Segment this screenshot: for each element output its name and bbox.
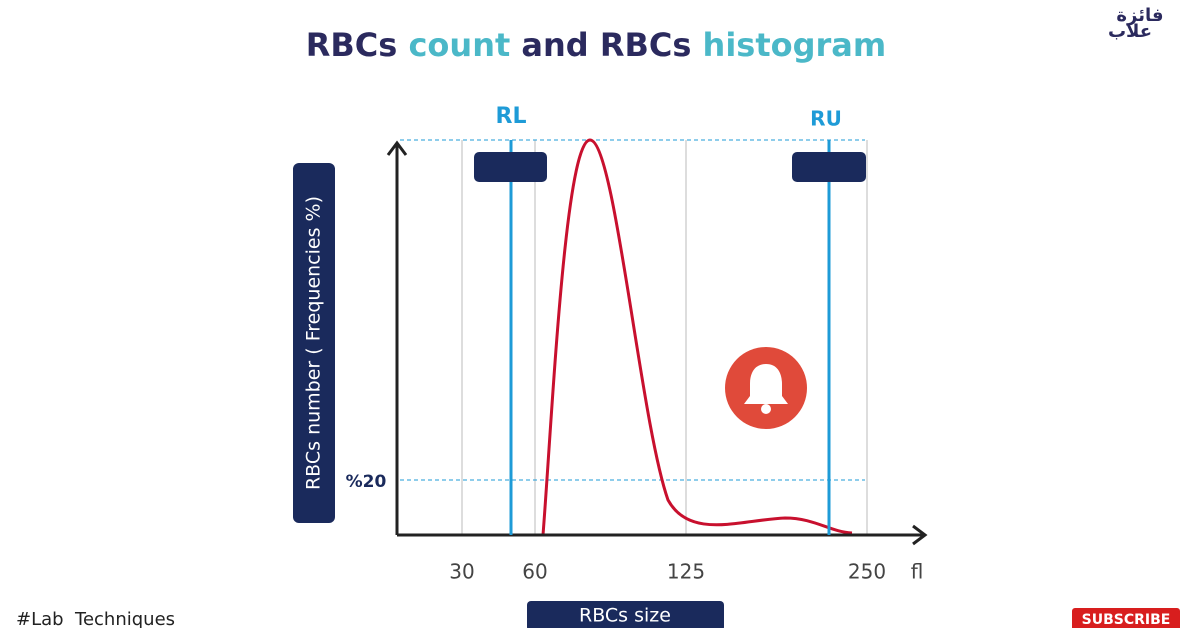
bell <box>744 364 788 404</box>
marker-box <box>474 152 547 182</box>
title-part: histogram <box>703 26 887 64</box>
x-tick-label: 30 <box>449 560 474 584</box>
logo-text: علاب <box>1108 21 1152 42</box>
x-ticks: 30 60 125 250 fl <box>449 560 923 584</box>
rl-label: RL <box>496 104 527 129</box>
x-unit: fl <box>911 560 924 584</box>
ru-label: RU <box>810 107 842 131</box>
y-axis-label: RBCs number ( Frequencies %) <box>303 196 325 490</box>
arrow <box>386 140 408 156</box>
subscribe-button[interactable] <box>1072 608 1180 628</box>
x-tick-label: 250 <box>848 560 886 584</box>
axes <box>386 140 928 546</box>
bell-icon <box>725 347 807 429</box>
title-part: RBCs <box>306 26 398 64</box>
threshold-label: %20 <box>346 472 387 492</box>
x-label-box <box>527 601 724 628</box>
x-tick-label: 60 <box>522 560 547 584</box>
hashtag: #Lab Techniques <box>16 609 175 628</box>
y-label-box <box>293 163 335 523</box>
x-tick-label: 125 <box>667 560 705 584</box>
marker-box <box>792 152 866 182</box>
title-part: count <box>408 26 510 64</box>
title-part: and RBCs <box>521 26 691 64</box>
x-axis-label: RBCs size <box>579 605 671 627</box>
grid <box>461 140 868 535</box>
logo: فائزة علاب <box>1108 5 1164 42</box>
logo-text: فائزة <box>1116 5 1163 26</box>
arrow <box>912 524 928 546</box>
bell-clapper <box>761 404 771 414</box>
subscribe-label[interactable]: SUBSCRIBE <box>1082 612 1171 628</box>
title: RBCs count and RBCs histogram <box>306 26 886 64</box>
curve <box>541 138 853 536</box>
